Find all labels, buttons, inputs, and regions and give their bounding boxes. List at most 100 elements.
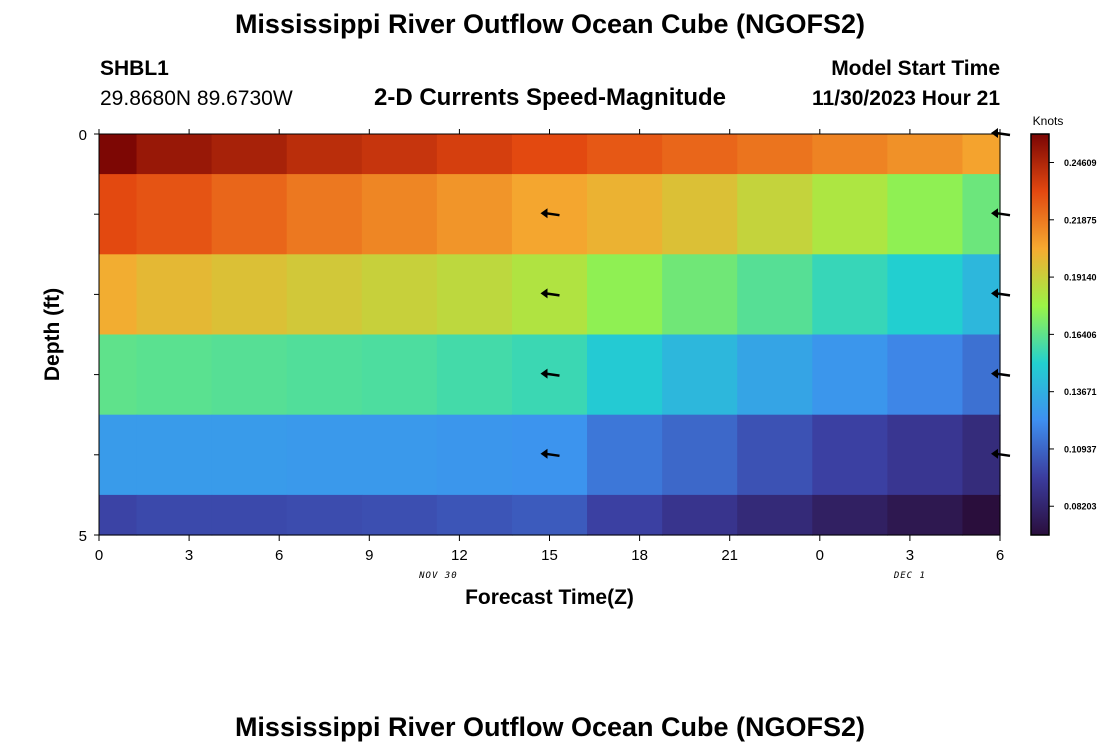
current-vector-arrow (991, 128, 1011, 138)
current-vector-arrow (991, 208, 1011, 219)
current-vector-arrow (540, 208, 560, 219)
model-start-label: Model Start Time (831, 57, 1000, 80)
current-vector-shaft (545, 372, 560, 377)
heatmap-cell (361, 134, 438, 175)
heatmap-cell (211, 414, 288, 496)
heatmap-cell (286, 134, 363, 175)
heatmap-cell (587, 134, 663, 175)
heatmap-cell (737, 494, 813, 536)
colorbar-tick-label: 0.21875 (1064, 215, 1097, 225)
current-vector-head (991, 208, 998, 219)
heatmap-cell (361, 254, 438, 336)
heatmap-cell (812, 334, 888, 416)
heatmap-cell (136, 334, 213, 416)
colorbar-tick-label: 0.13671 (1064, 387, 1097, 397)
heatmap-cell (812, 494, 888, 536)
heatmap-cell (436, 174, 513, 255)
colorbar-tick-label: 0.08203 (1064, 502, 1097, 512)
x-axis-title: Forecast Time(Z) (465, 586, 634, 609)
colorbar-tick-label: 0.24609 (1064, 158, 1097, 168)
heatmap-cell (136, 414, 213, 496)
heatmap-cell (812, 254, 888, 336)
heatmap-cell (511, 494, 588, 536)
heatmap-cell (99, 414, 138, 496)
heatmap-cell (887, 134, 964, 175)
heatmap-cell (662, 494, 738, 536)
heatmap-cell (136, 174, 213, 255)
current-vector-head (991, 128, 998, 138)
colorbar-label: Knots (1033, 114, 1064, 128)
heatmap-cell (211, 334, 288, 416)
current-vector-arrow (991, 448, 1011, 459)
current-vector-head (540, 368, 548, 379)
heatmap-cell (887, 174, 964, 255)
y-axis-title: Depth (ft) (41, 288, 64, 381)
heatmap-cell (361, 414, 438, 496)
date-label: NOV 30 (418, 571, 458, 581)
heatmap-cells (99, 134, 1001, 536)
heatmap-cell (286, 494, 363, 536)
chart-subtitle: 2-D Currents Speed-Magnitude (373, 84, 727, 111)
current-vector-arrow (991, 368, 1011, 379)
current-vector-shaft (995, 211, 1011, 217)
x-tick-label: 18 (631, 547, 648, 564)
heatmap-cell (361, 494, 438, 536)
heatmap-cell (587, 414, 663, 496)
heatmap-cell (286, 414, 363, 496)
heatmap-cell (737, 174, 813, 255)
x-tick-label: 6 (275, 547, 283, 564)
heatmap-cell (662, 334, 738, 416)
y-tick-label: 0 (79, 127, 87, 144)
heatmap-cell (436, 414, 513, 496)
heatmap-cell (812, 414, 888, 496)
x-tick-label: 15 (541, 547, 558, 564)
heatmap-cell (99, 334, 138, 416)
heatmap-cell (511, 134, 588, 175)
heatmap-cell (587, 174, 663, 255)
heatmap-cell (737, 134, 813, 175)
heatmap-cell (887, 254, 964, 336)
current-vector-shaft (995, 372, 1011, 377)
current-vector-shaft (995, 131, 1011, 137)
heatmap-cell (361, 334, 438, 416)
heatmap-cell (436, 134, 513, 175)
current-vector-head (540, 208, 548, 219)
heatmap-cell (887, 334, 964, 416)
colorbar-tick-label: 0.19140 (1064, 273, 1097, 283)
heatmap-cell (99, 134, 138, 175)
current-vector-shaft (545, 452, 560, 458)
heatmap-cell (737, 414, 813, 496)
heatmap-cell (286, 254, 363, 336)
current-vector-head (991, 288, 998, 299)
heatmap-cell (962, 134, 1001, 175)
current-vector-shaft (995, 452, 1011, 458)
x-tick-label: 6 (996, 547, 1004, 564)
current-vector-arrow (991, 288, 1011, 299)
heatmap-cell (662, 134, 738, 175)
current-vector-shaft (545, 211, 560, 217)
heatmap-cell (887, 414, 964, 496)
heatmap-cell (99, 174, 138, 255)
heatmap-cell (361, 174, 438, 255)
heatmap-cell (587, 334, 663, 416)
heatmap-cell (737, 254, 813, 336)
x-tick-label: 21 (721, 547, 738, 564)
heatmap-cell (211, 494, 288, 536)
colorbar-tick-label: 0.16406 (1064, 330, 1097, 340)
heatmap-cell (812, 174, 888, 255)
x-tick-label: 0 (95, 547, 103, 564)
page-title-repeat: Mississippi River Outflow Ocean Cube (NG… (234, 712, 866, 742)
current-vector-head (991, 368, 998, 379)
station-coords: 29.8680N 89.6730W (100, 87, 293, 110)
heatmap-cell (436, 254, 513, 336)
x-tick-label: 12 (451, 547, 468, 564)
current-vector-arrow (540, 448, 560, 459)
date-label: DEC 1 (893, 571, 926, 581)
heatmap-cell (136, 254, 213, 336)
y-tick-label: 5 (79, 528, 87, 545)
heatmap-cell (587, 254, 663, 336)
heatmap-cell (99, 494, 138, 536)
colorbar-tick-label: 0.10937 (1064, 444, 1097, 454)
current-vector-shaft (545, 292, 560, 297)
heatmap-cell (662, 254, 738, 336)
